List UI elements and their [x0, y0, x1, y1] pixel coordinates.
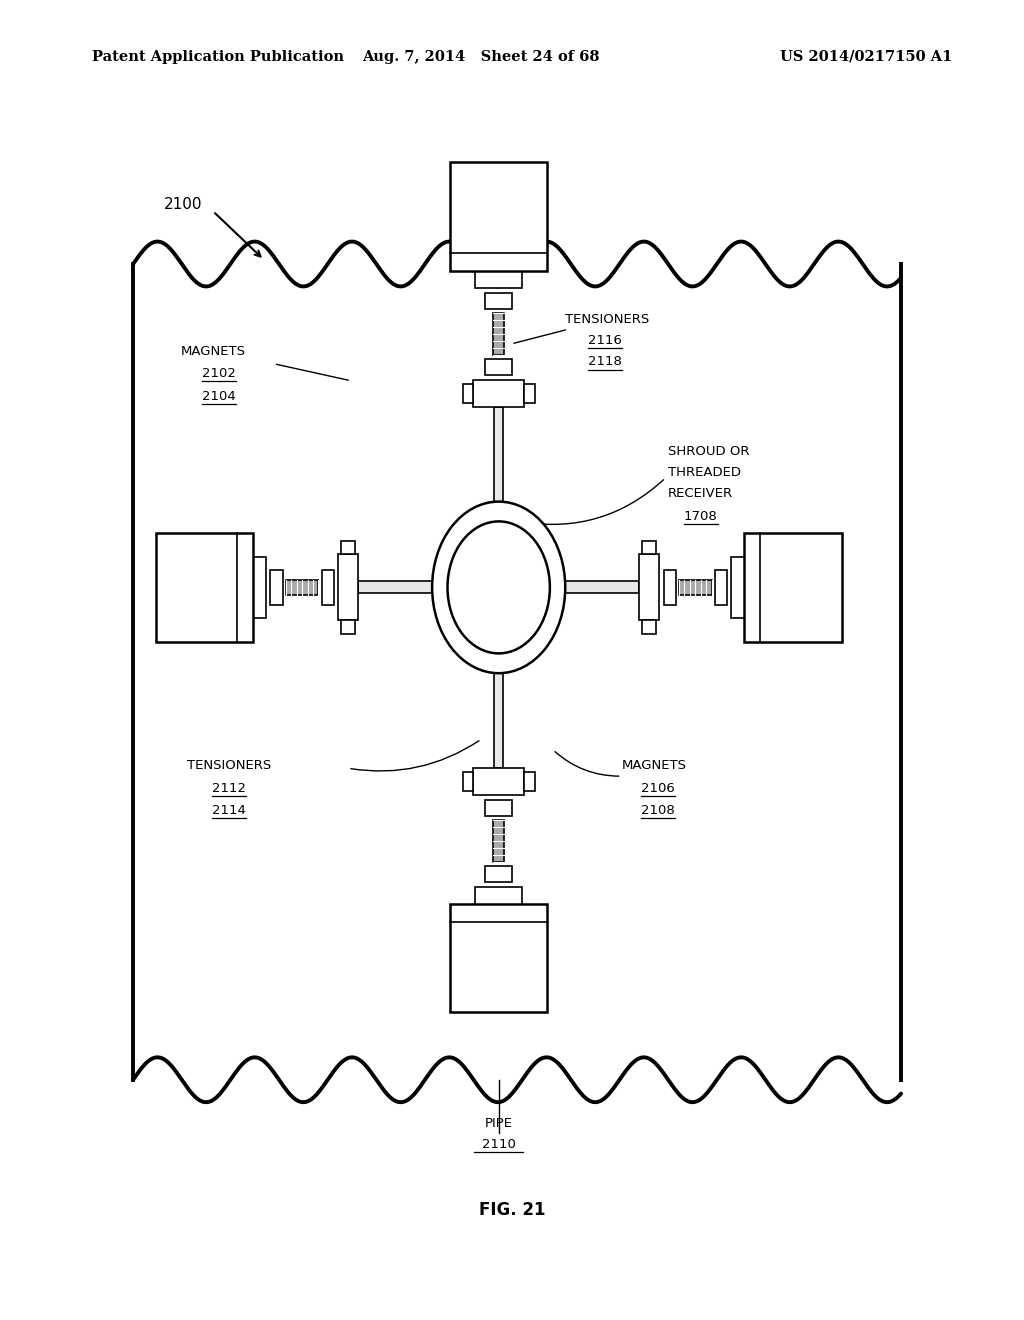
Text: PIPE: PIPE [484, 1117, 513, 1130]
Bar [240, 557, 266, 618]
Bar [286, 579, 318, 594]
Bar [494, 313, 504, 355]
Text: THREADED: THREADED [668, 466, 740, 479]
Bar [731, 557, 758, 618]
Bar [156, 533, 253, 642]
Text: MAGNETS: MAGNETS [622, 759, 686, 772]
Text: 2116: 2116 [588, 334, 622, 347]
Bar [341, 620, 355, 634]
Text: MAGNETS: MAGNETS [181, 345, 246, 358]
Circle shape [447, 521, 550, 653]
Text: 2110: 2110 [481, 1138, 516, 1151]
Bar [473, 380, 524, 407]
Text: 2104: 2104 [202, 389, 236, 403]
Text: TENSIONERS: TENSIONERS [187, 759, 271, 772]
Text: 2100: 2100 [164, 197, 203, 213]
Bar [358, 581, 432, 593]
Bar [485, 293, 512, 309]
Bar [451, 904, 547, 1012]
Bar [524, 384, 535, 403]
Text: 2112: 2112 [212, 781, 246, 795]
Bar [322, 570, 334, 605]
Text: TENSIONERS: TENSIONERS [565, 313, 649, 326]
Bar [463, 384, 473, 403]
Text: 2114: 2114 [212, 804, 246, 817]
Bar [463, 772, 473, 791]
Bar [744, 533, 842, 642]
Text: SHROUD OR: SHROUD OR [668, 445, 750, 458]
Text: 2118: 2118 [588, 355, 622, 368]
Text: 2108: 2108 [641, 804, 675, 817]
Text: Aug. 7, 2014   Sheet 24 of 68: Aug. 7, 2014 Sheet 24 of 68 [362, 50, 600, 63]
Bar [639, 554, 659, 620]
Bar [664, 570, 676, 605]
Bar [642, 620, 656, 634]
Bar [473, 768, 524, 795]
Bar [485, 866, 512, 882]
Bar [451, 162, 547, 271]
Bar [715, 570, 727, 605]
Bar [485, 800, 512, 816]
Bar [270, 570, 283, 605]
Bar [565, 581, 639, 593]
Text: Patent Application Publication: Patent Application Publication [92, 50, 344, 63]
Text: FIG. 21: FIG. 21 [479, 1201, 545, 1220]
Bar [475, 253, 522, 288]
Text: RECEIVER: RECEIVER [668, 487, 733, 500]
Bar [679, 579, 712, 594]
Bar [494, 820, 504, 862]
Bar [485, 359, 512, 375]
Bar [494, 407, 504, 502]
Bar [341, 541, 355, 554]
Bar [338, 554, 358, 620]
Text: US 2014/0217150 A1: US 2014/0217150 A1 [780, 50, 952, 63]
Text: 2102: 2102 [202, 367, 236, 380]
Text: 1708: 1708 [684, 510, 718, 523]
Bar [475, 887, 522, 921]
Text: 2106: 2106 [641, 781, 675, 795]
Bar [642, 541, 656, 554]
Bar [494, 673, 504, 768]
Bar [524, 772, 535, 791]
Circle shape [432, 502, 565, 673]
